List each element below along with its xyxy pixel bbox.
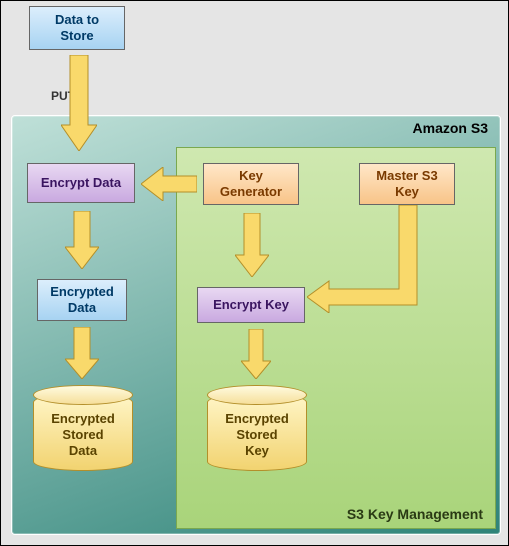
key-generator-label: KeyGenerator: [220, 168, 282, 201]
encrypt-key-label: Encrypt Key: [213, 297, 289, 313]
encrypted-data-node: EncryptedData: [37, 279, 127, 321]
data-to-store-node: Data toStore: [29, 6, 125, 50]
encrypted-stored-data-label: EncryptedStoredData: [51, 405, 115, 460]
key-generator-down-arrow: [235, 213, 269, 277]
encrypt-data-label: Encrypt Data: [41, 175, 121, 191]
key-generator-left-arrow: [141, 167, 197, 201]
master-s3-key-node: Master S3Key: [359, 163, 455, 205]
put-arrow: [61, 55, 97, 151]
encrypt-key-node: Encrypt Key: [197, 287, 305, 323]
encrypt-key-down-arrow: [241, 329, 271, 379]
key-generator-node: KeyGenerator: [203, 163, 299, 205]
master-s3-key-label: Master S3Key: [376, 168, 437, 201]
encrypted-data-label: EncryptedData: [50, 284, 114, 317]
amazon-s3-title: Amazon S3: [413, 120, 488, 136]
encrypt-data-node: Encrypt Data: [27, 163, 135, 203]
data-to-store-label: Data toStore: [55, 12, 99, 45]
encrypted-stored-data-cylinder: EncryptedStoredData: [33, 393, 133, 471]
encrypted-stored-key-label: EncryptedStoredKey: [225, 405, 289, 460]
encrypt-data-down-arrow: [65, 211, 99, 269]
master-key-elbow-arrow: [307, 205, 437, 313]
encrypted-stored-key-cylinder: EncryptedStoredKey: [207, 393, 307, 471]
key-management-title: S3 Key Management: [347, 506, 483, 522]
encrypted-data-down-arrow: [65, 327, 99, 379]
